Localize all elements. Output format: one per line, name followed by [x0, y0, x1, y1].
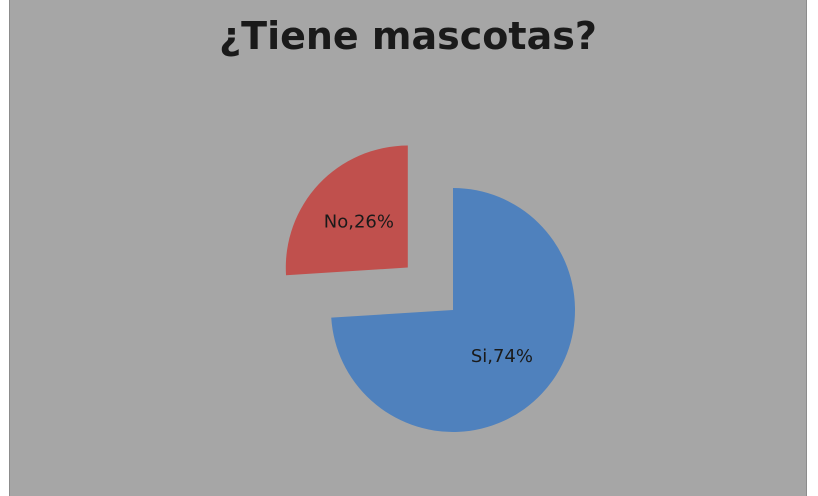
- slice-label-no: No,26%: [324, 212, 394, 233]
- chart-title: ¿Tiene mascotas?: [219, 14, 597, 58]
- pie-chart: Si,74% No,26%: [285, 145, 575, 432]
- pie-slice-si: [331, 188, 575, 432]
- pie-slice-no: [285, 145, 408, 276]
- slice-label-si: Si,74%: [471, 346, 533, 367]
- chart-area: ¿Tiene mascotas? Si,74% No,26%: [9, 0, 807, 496]
